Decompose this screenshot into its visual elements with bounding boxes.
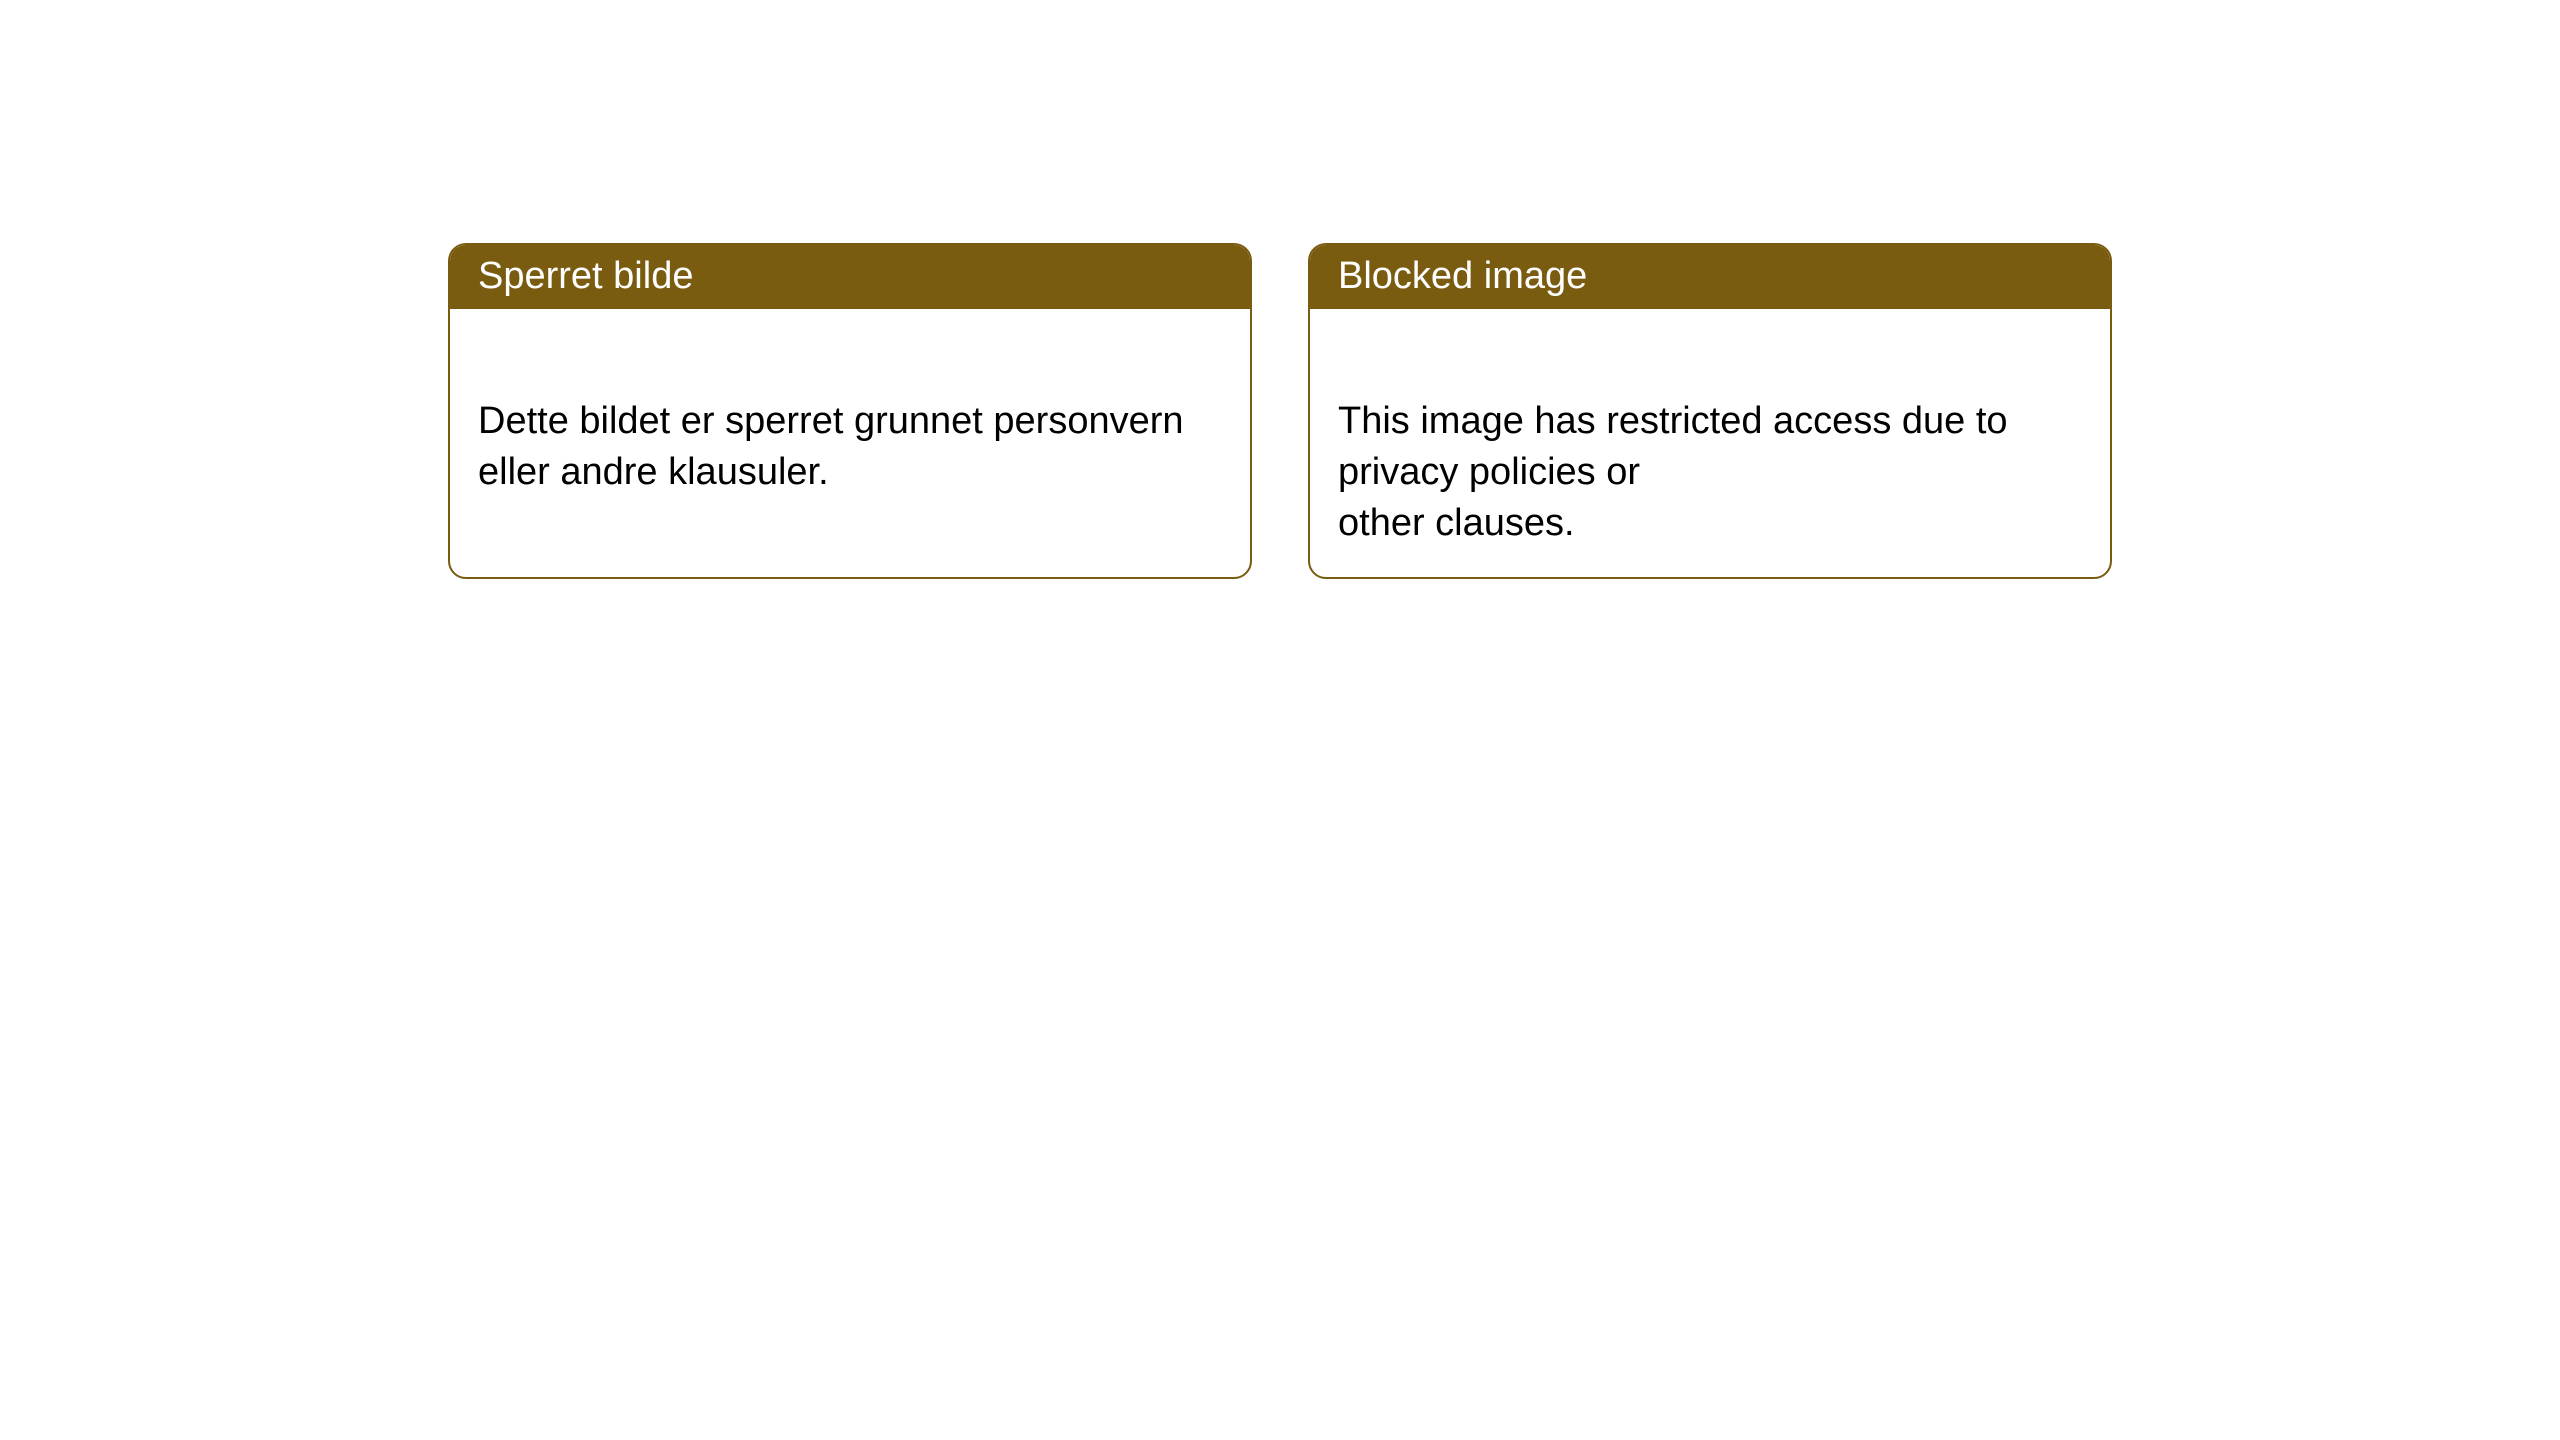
blocked-image-card-en: Blocked image This image has restricted …: [1308, 243, 2112, 579]
card-message: This image has restricted access due to …: [1338, 400, 2008, 545]
card-body: Dette bildet er sperret grunnet personve…: [450, 309, 1250, 535]
card-body: This image has restricted access due to …: [1310, 309, 2110, 579]
card-title: Sperret bilde: [478, 255, 693, 297]
card-message: Dette bildet er sperret grunnet personve…: [478, 400, 1184, 493]
blocked-image-card-no: Sperret bilde Dette bildet er sperret gr…: [448, 243, 1252, 579]
card-title: Blocked image: [1338, 255, 1587, 297]
notice-container: Sperret bilde Dette bildet er sperret gr…: [0, 0, 2560, 579]
card-header: Blocked image: [1310, 245, 2110, 309]
card-header: Sperret bilde: [450, 245, 1250, 309]
